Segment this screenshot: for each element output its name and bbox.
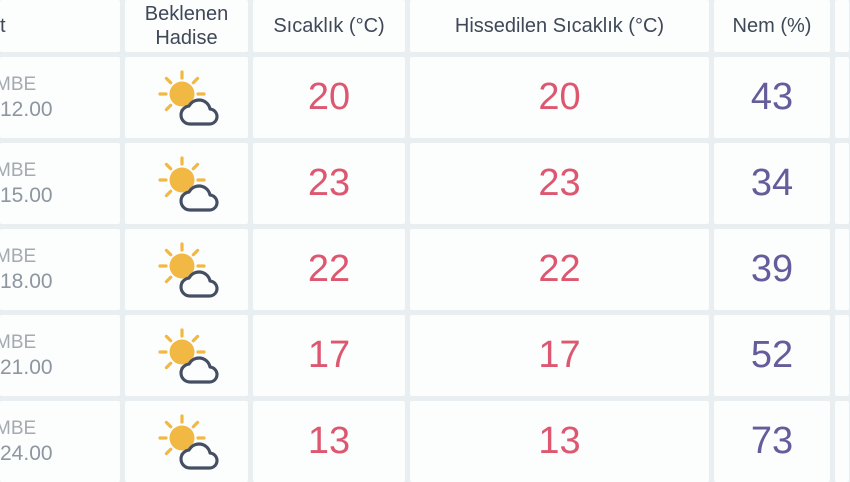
clipped-cell — [835, 229, 849, 310]
humidity-value: 52 — [714, 315, 830, 396]
time-label: 24.00 — [0, 441, 53, 465]
humidity-value: 73 — [714, 401, 830, 482]
clipped-cell — [835, 57, 849, 138]
header-time: t — [0, 0, 120, 52]
sun-behind-cloud-icon — [155, 327, 219, 384]
time-label: 18.00 — [0, 269, 53, 293]
sun-behind-cloud-icon — [155, 413, 219, 470]
time-cell: MBE 18.00 — [0, 229, 120, 310]
feels-like-value: 13 — [410, 401, 709, 482]
humidity-value: 43 — [714, 57, 830, 138]
clipped-cell — [835, 315, 849, 396]
day-label: MBE — [0, 159, 37, 181]
feels-like-value: 20 — [410, 57, 709, 138]
event-cell — [125, 315, 248, 396]
temperature-value: 17 — [253, 315, 405, 396]
temperature-value: 22 — [253, 229, 405, 310]
header-clipped-cell — [835, 0, 849, 52]
sun-behind-cloud-icon — [155, 69, 219, 126]
temperature-value: 13 — [253, 401, 405, 482]
header-feels-like: Hissedilen Sıcaklık (°C) — [410, 0, 709, 52]
sun-behind-cloud-icon — [155, 241, 219, 298]
humidity-value: 39 — [714, 229, 830, 310]
time-cell: MBE 12.00 — [0, 57, 120, 138]
clipped-cell — [835, 143, 849, 224]
event-cell — [125, 57, 248, 138]
time-cell: MBE 15.00 — [0, 143, 120, 224]
feels-like-value: 23 — [410, 143, 709, 224]
time-cell: MBE 24.00 — [0, 401, 120, 482]
clipped-cell — [835, 401, 849, 482]
time-label: 12.00 — [0, 97, 53, 121]
time-label: 21.00 — [0, 355, 53, 379]
day-label: MBE — [0, 417, 37, 439]
event-cell — [125, 401, 248, 482]
header-humidity: Nem (%) — [714, 0, 830, 52]
temperature-value: 23 — [253, 143, 405, 224]
temperature-value: 20 — [253, 57, 405, 138]
day-label: MBE — [0, 245, 37, 267]
time-label: 15.00 — [0, 183, 53, 207]
header-expected-event: Beklenen Hadise — [125, 0, 248, 52]
day-label: MBE — [0, 331, 37, 353]
humidity-value: 34 — [714, 143, 830, 224]
sun-behind-cloud-icon — [155, 155, 219, 212]
header-temperature: Sıcaklık (°C) — [253, 0, 405, 52]
event-cell — [125, 229, 248, 310]
time-cell: MBE 21.00 — [0, 315, 120, 396]
feels-like-value: 22 — [410, 229, 709, 310]
day-label: MBE — [0, 73, 37, 95]
feels-like-value: 17 — [410, 315, 709, 396]
event-cell — [125, 143, 248, 224]
